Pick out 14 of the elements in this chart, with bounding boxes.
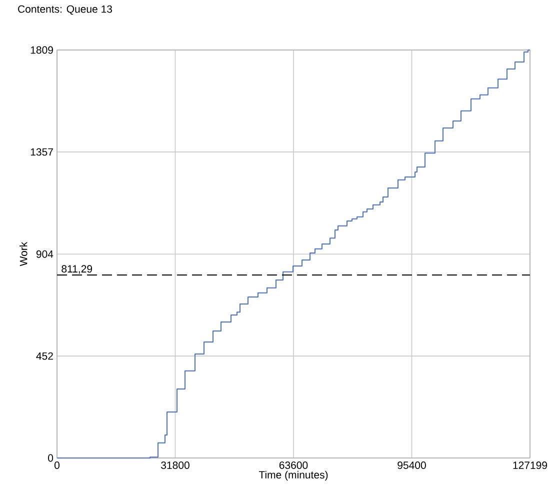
y-axis-title: Work <box>20 242 28 266</box>
y-tick-label: 1357 <box>30 148 53 156</box>
y-tick-label: 904 <box>36 250 54 258</box>
x-tick-label: 0 <box>54 462 60 469</box>
x-tick-label: 63600 <box>279 462 308 469</box>
y-tick-label: 452 <box>36 352 53 360</box>
x-tick-label: 127199 <box>513 462 547 469</box>
ref-line-label: 811,29 <box>62 265 92 274</box>
x-tick-label: 95400 <box>398 462 426 469</box>
x-axis-title: Time (minutes) <box>258 470 328 481</box>
y-tick-label: 1809 <box>30 46 53 54</box>
x-tick-label: 31800 <box>161 462 190 469</box>
y-tick-label: 0 <box>48 454 54 462</box>
chart-title: Contents: Queue 13 <box>18 5 112 15</box>
